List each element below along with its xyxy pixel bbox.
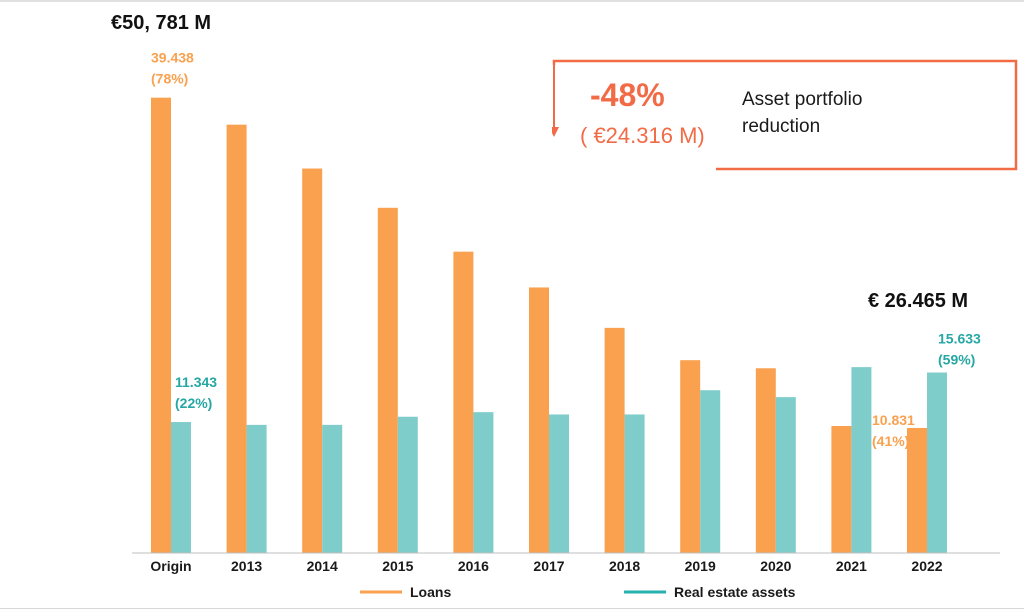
real-estate-label-origin-value: 11.343 [175,374,217,390]
real-estate-bar-2015 [397,416,418,553]
loans-bar-2022 [907,427,927,553]
bottom-border [0,608,1024,609]
reduction-amount: ( €24.316 M) [580,123,705,148]
callout-box [552,59,1018,171]
loans-label-2022-value: 10.831 [872,412,915,428]
real-estate-bar-2013 [246,424,267,553]
real-estate-bar-2022 [927,372,947,553]
x-tick-2018: 2018 [609,558,640,574]
real-estate-bar-2019 [700,390,721,553]
legend-label-real-estate-assets: Real estate assets [674,584,796,600]
real-estate-label-2022-value: 15.633 [938,331,981,347]
real-estate-bar-2021 [851,367,872,553]
real-estate-bar-2014 [322,424,343,553]
legend-label-loans: Loans [410,584,451,600]
callout-bracket [552,59,1018,171]
loans-bar-2014 [302,168,323,553]
loans-label-2022-share: (41%) [872,433,909,449]
bars-layer [151,97,947,554]
data-labels: 39.438 (78%) 11.343 (22%) 10.831 (41%) 15.633 (… [151,50,981,449]
real-estate-bar-2020 [775,397,796,553]
real-estate-label-origin-share: (22%) [175,395,212,411]
loans-bar-2020 [755,368,776,553]
real-estate-bar-2018 [624,414,645,553]
origin-total-label: €50, 781 M [111,12,211,34]
top-border [0,0,1024,2]
x-tick-2020: 2020 [760,558,791,574]
legend: Loans Real estate assets [360,584,796,600]
down-arrow-icon [552,63,559,137]
x-tick-2016: 2016 [458,558,489,574]
loans-bar-origin [151,97,171,554]
reduction-description: Asset portfolio reduction [742,89,863,137]
x-tick-2015: 2015 [382,558,413,574]
loans-bar-2018 [604,327,625,553]
real-estate-bar-origin [171,422,191,553]
x-tick-2022: 2022 [911,558,942,574]
loans-bar-2021 [831,426,852,553]
loans-bar-2019 [680,360,701,553]
x-tick-2021: 2021 [836,558,867,574]
x-tick-2013: 2013 [231,558,262,574]
x-tick-2014: 2014 [307,558,338,574]
real-estate-label-2022-share: (59%) [938,352,975,368]
reduction-percent: -48% [590,77,665,113]
real-estate-bar-2016 [473,412,494,553]
x-tick-2019: 2019 [685,558,716,574]
loans-label-origin-share: (78%) [151,71,188,87]
loans-bar-2015 [377,207,398,554]
x-tick-2017: 2017 [533,558,564,574]
x-tick-origin: Origin [150,558,191,574]
real-estate-bar-2017 [549,414,569,553]
loans-label-origin-value: 39.438 [151,50,194,66]
x-tick-labels: Origin 2013 2014 2015 2016 2017 2018 2019 2020 20… [150,558,942,574]
final-total-label: € 26.465 M [868,290,968,312]
loans-bar-2016 [453,251,474,553]
loans-bar-2013 [226,124,247,553]
loans-bar-2017 [529,287,549,553]
